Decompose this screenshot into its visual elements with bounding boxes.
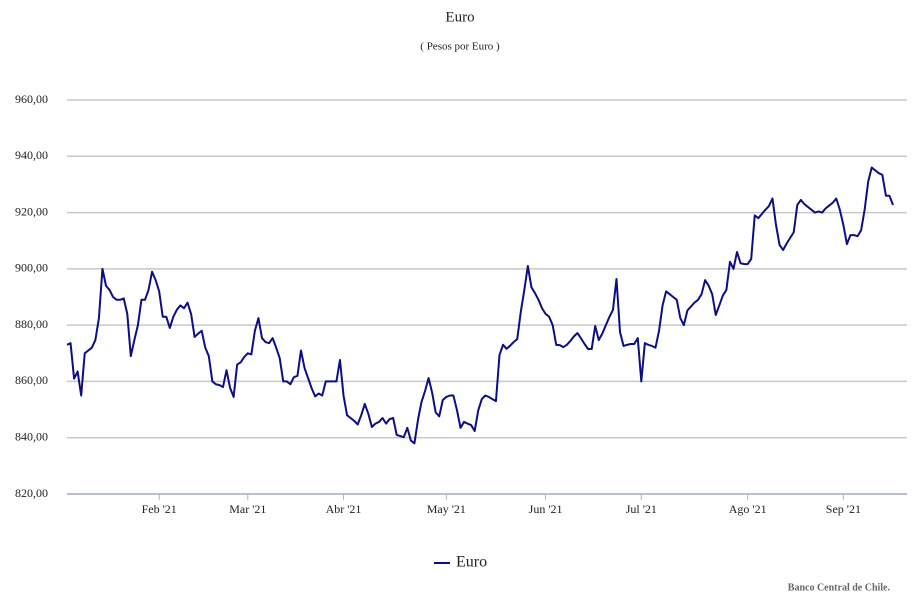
source: Banco Central de Chile. (788, 582, 891, 593)
x-tick-label: Abr '21 (326, 502, 362, 516)
y-tick-label: 940,00 (15, 148, 48, 162)
chart-subtitle: ( Pesos por Euro ) (420, 41, 500, 53)
y-tick-label: 860,00 (15, 373, 48, 387)
legend-label: Euro (456, 554, 487, 571)
y-tick-label: 840,00 (15, 429, 48, 443)
x-tick-label: Ago '21 (729, 502, 767, 516)
y-tick-label: 960,00 (15, 92, 48, 106)
x-tick-label: Mar '21 (229, 502, 266, 516)
x-tick-label: Sep '21 (826, 502, 861, 516)
x-tick-label: Jul '21 (626, 502, 657, 516)
line-series (66, 166, 894, 445)
y-tick-label: 880,00 (15, 317, 48, 331)
y-tick-label: 900,00 (15, 261, 48, 275)
chart-title: Euro (445, 9, 474, 25)
x-tick-label: Feb '21 (142, 502, 177, 516)
x-tick-label: Jun '21 (529, 502, 563, 516)
y-tick-label: 920,00 (15, 204, 48, 218)
y-tick-label: 820,00 (15, 486, 48, 500)
x-tick-label: May '21 (427, 502, 466, 516)
